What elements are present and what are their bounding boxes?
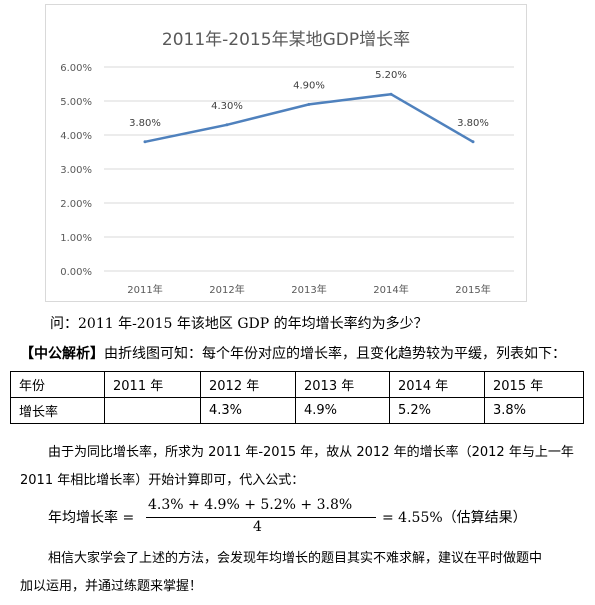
y-tick-label: 6.00% (60, 63, 92, 74)
table-cell: 年份 (10, 371, 105, 398)
y-tick-label: 1.00% (60, 233, 92, 244)
data-point (225, 123, 229, 127)
table-cell: 5.2% (389, 397, 485, 424)
data-point (307, 102, 311, 106)
analysis-intro: 【中公解析】由折线图可知：每个年份对应的增长率，且变化趋势较为平缓，列表如下： (20, 343, 566, 363)
data-label: 3.80% (129, 118, 161, 129)
formula-lhs: 年均增长率 = (48, 510, 135, 526)
explanation-line-1: 由于为同比增长率，所求为 2011 年-2015 年，故从 2012 年的增长率… (48, 445, 574, 460)
table-cell: 增长率 (10, 397, 105, 424)
formula-numerator: 4.3% + 4.9% + 5.2% + 3.8% (148, 497, 353, 513)
table-cell: 3.8% (484, 397, 584, 424)
table-cell: 2011 年 (104, 371, 201, 398)
x-tick-label: 2014年 (373, 283, 408, 296)
data-label: 3.80% (457, 118, 489, 129)
formula: 年均增长率 = 4.3% + 4.9% + 5.2% + 3.8% 4 = 4.… (48, 497, 548, 537)
table-cell: 2015 年 (484, 371, 584, 398)
table-cell (104, 397, 201, 424)
question-text: 问：2011 年-2015 年该地区 GDP 的年均增长率约为多少？ (50, 316, 428, 332)
explanation-line-2: 2011 年相比增长率）开始计算即可，代入公式： (20, 473, 305, 488)
table-cell: 2012 年 (200, 371, 296, 398)
growth-table: 年份 2011 年 2012 年 2013 年 2014 年 2015 年 增长… (10, 371, 584, 424)
formula-note: （估算结果） (442, 510, 527, 526)
closing-line-1: 相信大家学会了上述的方法，会发现年均增长的题目其实不难求解，建议在平时做题中 (48, 551, 543, 566)
x-tick-label: 2011年 (127, 283, 162, 296)
formula-rhs: = 4.55%（估算结果） (382, 507, 527, 527)
table-cell: 2013 年 (295, 371, 390, 398)
chart-title: 2011年-2015年某地GDP增长率 (162, 30, 410, 50)
data-label: 4.90% (293, 80, 325, 91)
y-tick-label: 3.00% (60, 165, 92, 176)
analysis-text: 由折线图可知：每个年份对应的增长率，且变化趋势较为平缓，列表如下： (104, 346, 566, 362)
y-tick-label: 0.00% (60, 267, 92, 278)
table-row: 增长率 4.3% 4.9% 5.2% 3.8% (10, 397, 584, 424)
data-point (471, 140, 475, 144)
table-cell: 4.3% (200, 397, 296, 424)
table-cell: 2014 年 (389, 371, 485, 398)
data-point (143, 140, 147, 144)
y-tick-label: 5.00% (60, 97, 92, 108)
chart-svg: 2011年-2015年某地GDP增长率 0.00% 1.00% 2.00% 3.00% 4… (60, 30, 514, 296)
x-tick-label: 2015年 (455, 283, 490, 296)
x-tick-label: 2012年 (209, 283, 244, 296)
formula-denominator: 4 (253, 519, 262, 535)
closing-line-2: 加以运用，并通过练题来掌握！ (20, 579, 203, 594)
formula-result: = 4.55% (382, 510, 443, 526)
fraction-bar (146, 517, 376, 518)
y-tick-label: 4.00% (60, 131, 92, 142)
analysis-tag: 【中公解析】 (20, 346, 104, 362)
data-point (389, 92, 393, 96)
data-label: 5.20% (375, 70, 407, 81)
y-tick-label: 2.00% (60, 199, 92, 210)
table-row: 年份 2011 年 2012 年 2013 年 2014 年 2015 年 (10, 371, 584, 398)
x-tick-label: 2013年 (291, 283, 326, 296)
line-chart: 2011年-2015年某地GDP增长率 0.00% 1.00% 2.00% 3.00% 4… (45, 4, 527, 302)
data-label: 4.30% (211, 101, 243, 112)
table-cell: 4.9% (295, 397, 390, 424)
